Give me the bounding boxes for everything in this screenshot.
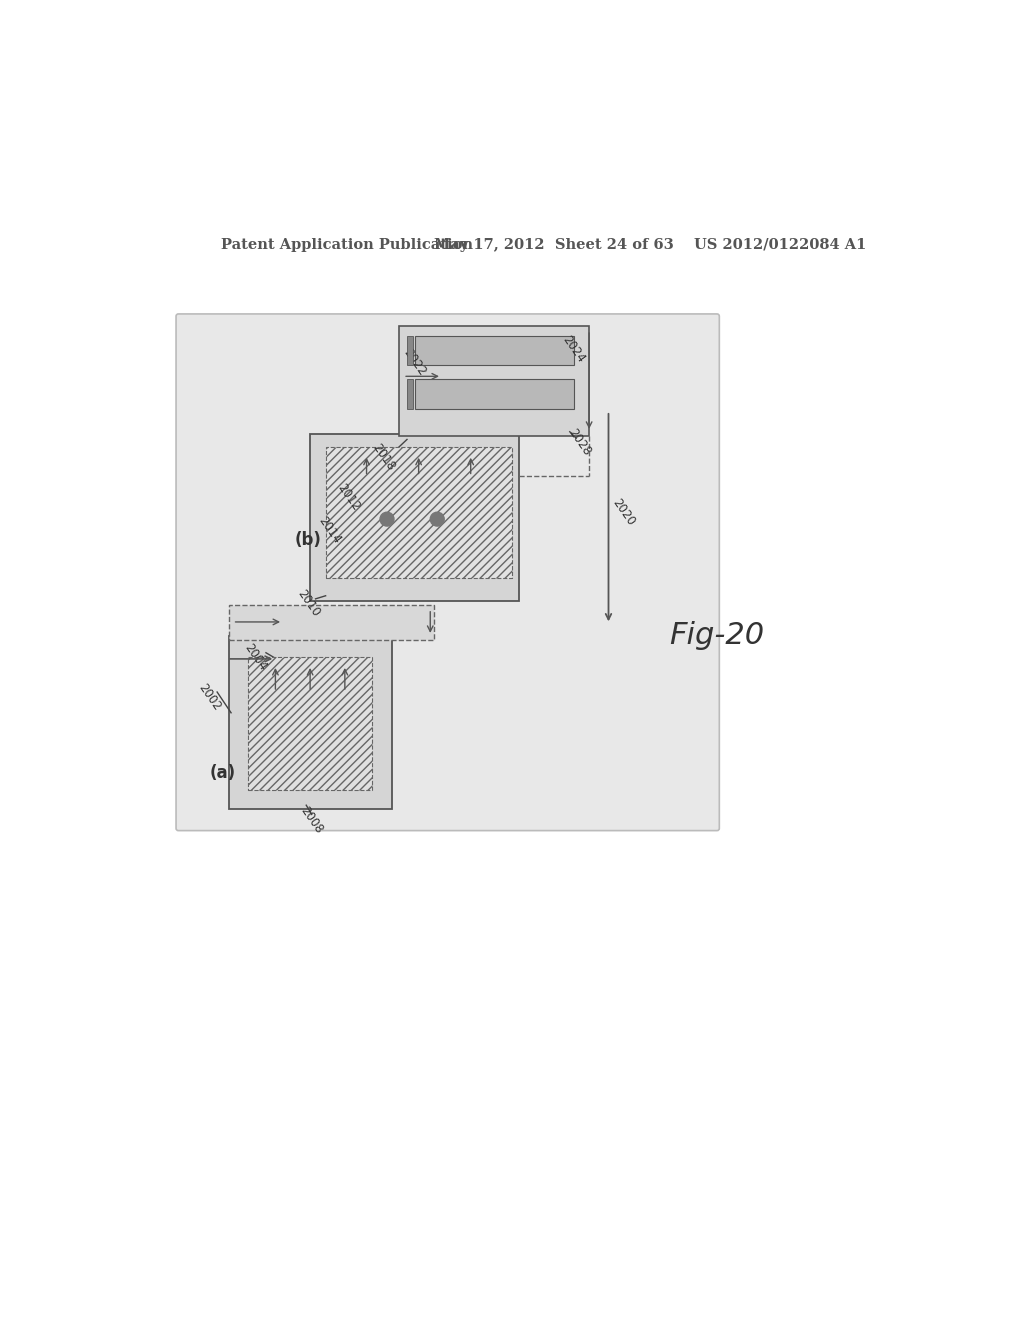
Bar xyxy=(248,657,372,789)
Bar xyxy=(415,379,573,409)
Text: 2024: 2024 xyxy=(560,334,588,366)
Text: 2012: 2012 xyxy=(335,482,362,513)
Text: Fig-20: Fig-20 xyxy=(670,622,765,651)
Text: 2028: 2028 xyxy=(565,426,593,458)
Bar xyxy=(310,434,519,601)
Text: 2020: 2020 xyxy=(610,496,638,528)
Text: 2022: 2022 xyxy=(400,346,429,379)
Text: 2008: 2008 xyxy=(298,805,326,837)
Text: 2004: 2004 xyxy=(242,642,269,673)
Bar xyxy=(326,447,512,578)
Text: US 2012/0122084 A1: US 2012/0122084 A1 xyxy=(693,238,866,252)
Text: 2014: 2014 xyxy=(315,515,343,546)
Text: 2002: 2002 xyxy=(196,681,223,713)
Bar xyxy=(415,335,573,364)
Bar xyxy=(399,326,589,436)
Circle shape xyxy=(380,512,394,527)
Text: 2018: 2018 xyxy=(370,441,397,473)
Bar xyxy=(228,636,391,809)
FancyBboxPatch shape xyxy=(176,314,719,830)
Bar xyxy=(407,335,414,364)
Bar xyxy=(228,605,434,640)
Text: (a): (a) xyxy=(209,764,236,781)
Text: 2010: 2010 xyxy=(295,587,323,619)
Text: May 17, 2012  Sheet 24 of 63: May 17, 2012 Sheet 24 of 63 xyxy=(434,238,674,252)
Text: (b): (b) xyxy=(295,531,322,549)
Bar xyxy=(407,379,414,409)
Circle shape xyxy=(430,512,444,527)
Text: Patent Application Publication: Patent Application Publication xyxy=(221,238,473,252)
